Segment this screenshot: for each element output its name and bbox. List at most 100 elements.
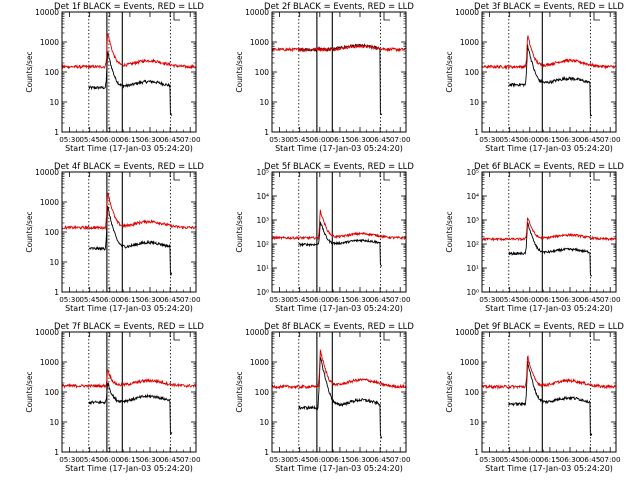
detector-panel-4: Det 4f BLACK = Events, RED = LLD 1 10 100 10… (25, 162, 204, 313)
x-tick-label: 05:30 (59, 135, 80, 144)
x-tick-label: 06:45 (160, 455, 181, 464)
y-tick-label: 100 (45, 68, 60, 77)
corner-marker (593, 12, 600, 21)
x-tick-label: 05:45 (499, 455, 520, 464)
series-lld-line (62, 369, 196, 389)
x-tick-label: 06:15 (540, 455, 561, 464)
corner-marker (173, 172, 180, 181)
y-tick-label: 10 (49, 258, 59, 267)
x-tick-label: 07:00 (600, 455, 621, 464)
x-tick-label: 07:00 (390, 295, 411, 304)
x-axis-label: Start Time (17-Jan-03 05:24:20) (65, 144, 193, 153)
y-tick-label: 1000 (40, 358, 59, 367)
plot-frame (481, 331, 617, 453)
x-tick-label: 06:15 (330, 295, 351, 304)
x-tick-label: 06:45 (370, 295, 391, 304)
y-tick-label: 10³ (466, 216, 479, 225)
x-tick-label: 06:15 (540, 295, 561, 304)
detector-panel-2: Det 2f BLACK = Events, RED = LLD 1 10 100 10… (235, 2, 414, 153)
x-axis-label: Start Time (17-Jan-03 05:24:20) (275, 144, 403, 153)
series-events-line (298, 356, 383, 439)
y-tick-label: 10000 (35, 328, 59, 337)
detector-panel-8: Det 8f BLACK = Events, RED = LLD 1 10 100 10… (235, 322, 414, 473)
y-tick-label: 10 (49, 418, 59, 427)
y-axis-label: Counts/sec (25, 371, 34, 412)
y-axis-label: Counts/sec (445, 51, 454, 92)
detector-panel-6: Det 6f BLACK = Events, RED = LLD 10⁰ 10¹ 10… (445, 162, 624, 313)
x-tick-label: 05:45 (499, 135, 520, 144)
x-tick-label: 05:30 (59, 295, 80, 304)
y-tick-label: 10⁰ (466, 288, 479, 297)
y-tick-label: 10000 (35, 168, 59, 177)
x-tick-label: 06:30 (350, 135, 371, 144)
x-tick-label: 06:30 (350, 295, 371, 304)
x-tick-label: 06:15 (120, 135, 141, 144)
x-tick-label: 07:00 (180, 135, 201, 144)
y-tick-label: 10⁴ (256, 192, 269, 201)
y-tick-label: 10² (466, 240, 479, 249)
y-tick-label: 1000 (250, 358, 269, 367)
y-tick-label: 100 (465, 388, 480, 397)
y-tick-label: 10¹ (256, 264, 269, 273)
x-tick-label: 06:45 (580, 135, 601, 144)
panel-title: Det 1f BLACK = Events, RED = LLD (54, 2, 204, 12)
y-tick-label: 10000 (245, 8, 269, 17)
series-lld-line (272, 209, 406, 241)
y-tick-label: 1000 (250, 38, 269, 47)
x-tick-label: 06:45 (160, 135, 181, 144)
x-tick-label: 06:15 (330, 135, 351, 144)
x-tick-label: 05:30 (269, 295, 290, 304)
plot-frame (61, 171, 197, 293)
plot-frame (61, 331, 197, 453)
y-tick-label: 10 (469, 98, 479, 107)
x-tick-label: 05:30 (269, 455, 290, 464)
series-events-line (508, 222, 593, 277)
x-tick-label: 06:15 (120, 455, 141, 464)
corner-marker (383, 12, 390, 21)
panel-title: Det 7f BLACK = Events, RED = LLD (54, 322, 204, 332)
x-tick-label: 06:30 (140, 135, 161, 144)
x-axis-label: Start Time (17-Jan-03 05:24:20) (275, 464, 403, 473)
x-tick-label: 07:00 (600, 135, 621, 144)
x-tick-label: 07:00 (600, 295, 621, 304)
x-tick-label: 07:00 (390, 135, 411, 144)
x-tick-label: 05:30 (479, 455, 500, 464)
x-tick-label: 07:00 (180, 455, 201, 464)
x-axis-label: Start Time (17-Jan-03 05:24:20) (485, 304, 613, 313)
corner-marker (593, 332, 600, 341)
x-tick-label: 05:45 (289, 455, 310, 464)
y-tick-label: 100 (465, 68, 480, 77)
y-tick-label: 1 (474, 128, 479, 137)
detector-panel-5: Det 5f BLACK = Events, RED = LLD 10⁰ 10¹ 10… (235, 162, 414, 313)
y-tick-label: 10¹ (466, 264, 479, 273)
series-lld-line (272, 43, 406, 53)
panel-title: Det 4f BLACK = Events, RED = LLD (54, 162, 204, 172)
panel-title: Det 8f BLACK = Events, RED = LLD (264, 322, 414, 332)
x-tick-label: 06:15 (330, 455, 351, 464)
x-tick-label: 07:00 (180, 295, 201, 304)
series-events-line (508, 44, 593, 117)
y-tick-label: 100 (45, 388, 60, 397)
x-axis-label: Start Time (17-Jan-03 05:24:20) (485, 464, 613, 473)
plot-frame (271, 171, 407, 293)
corner-marker (383, 172, 390, 181)
series-lld-line (482, 217, 616, 242)
panel-title: Det 9f BLACK = Events, RED = LLD (474, 322, 624, 332)
y-tick-label: 1000 (460, 358, 479, 367)
x-tick-label: 06:15 (120, 295, 141, 304)
series-events-line (298, 220, 383, 267)
corner-marker (593, 172, 600, 181)
x-tick-label: 05:45 (289, 135, 310, 144)
y-axis-label: Counts/sec (445, 211, 454, 252)
y-tick-label: 1 (264, 448, 269, 457)
panel-title: Det 2f BLACK = Events, RED = LLD (264, 2, 414, 12)
x-tick-label: 05:30 (479, 295, 500, 304)
y-tick-label: 1 (54, 448, 59, 457)
y-axis-label: Counts/sec (445, 371, 454, 412)
y-tick-label: 1000 (40, 198, 59, 207)
y-tick-label: 10 (469, 418, 479, 427)
y-tick-label: 10 (259, 418, 269, 427)
x-tick-label: 05:45 (79, 295, 100, 304)
y-tick-label: 1 (54, 128, 59, 137)
